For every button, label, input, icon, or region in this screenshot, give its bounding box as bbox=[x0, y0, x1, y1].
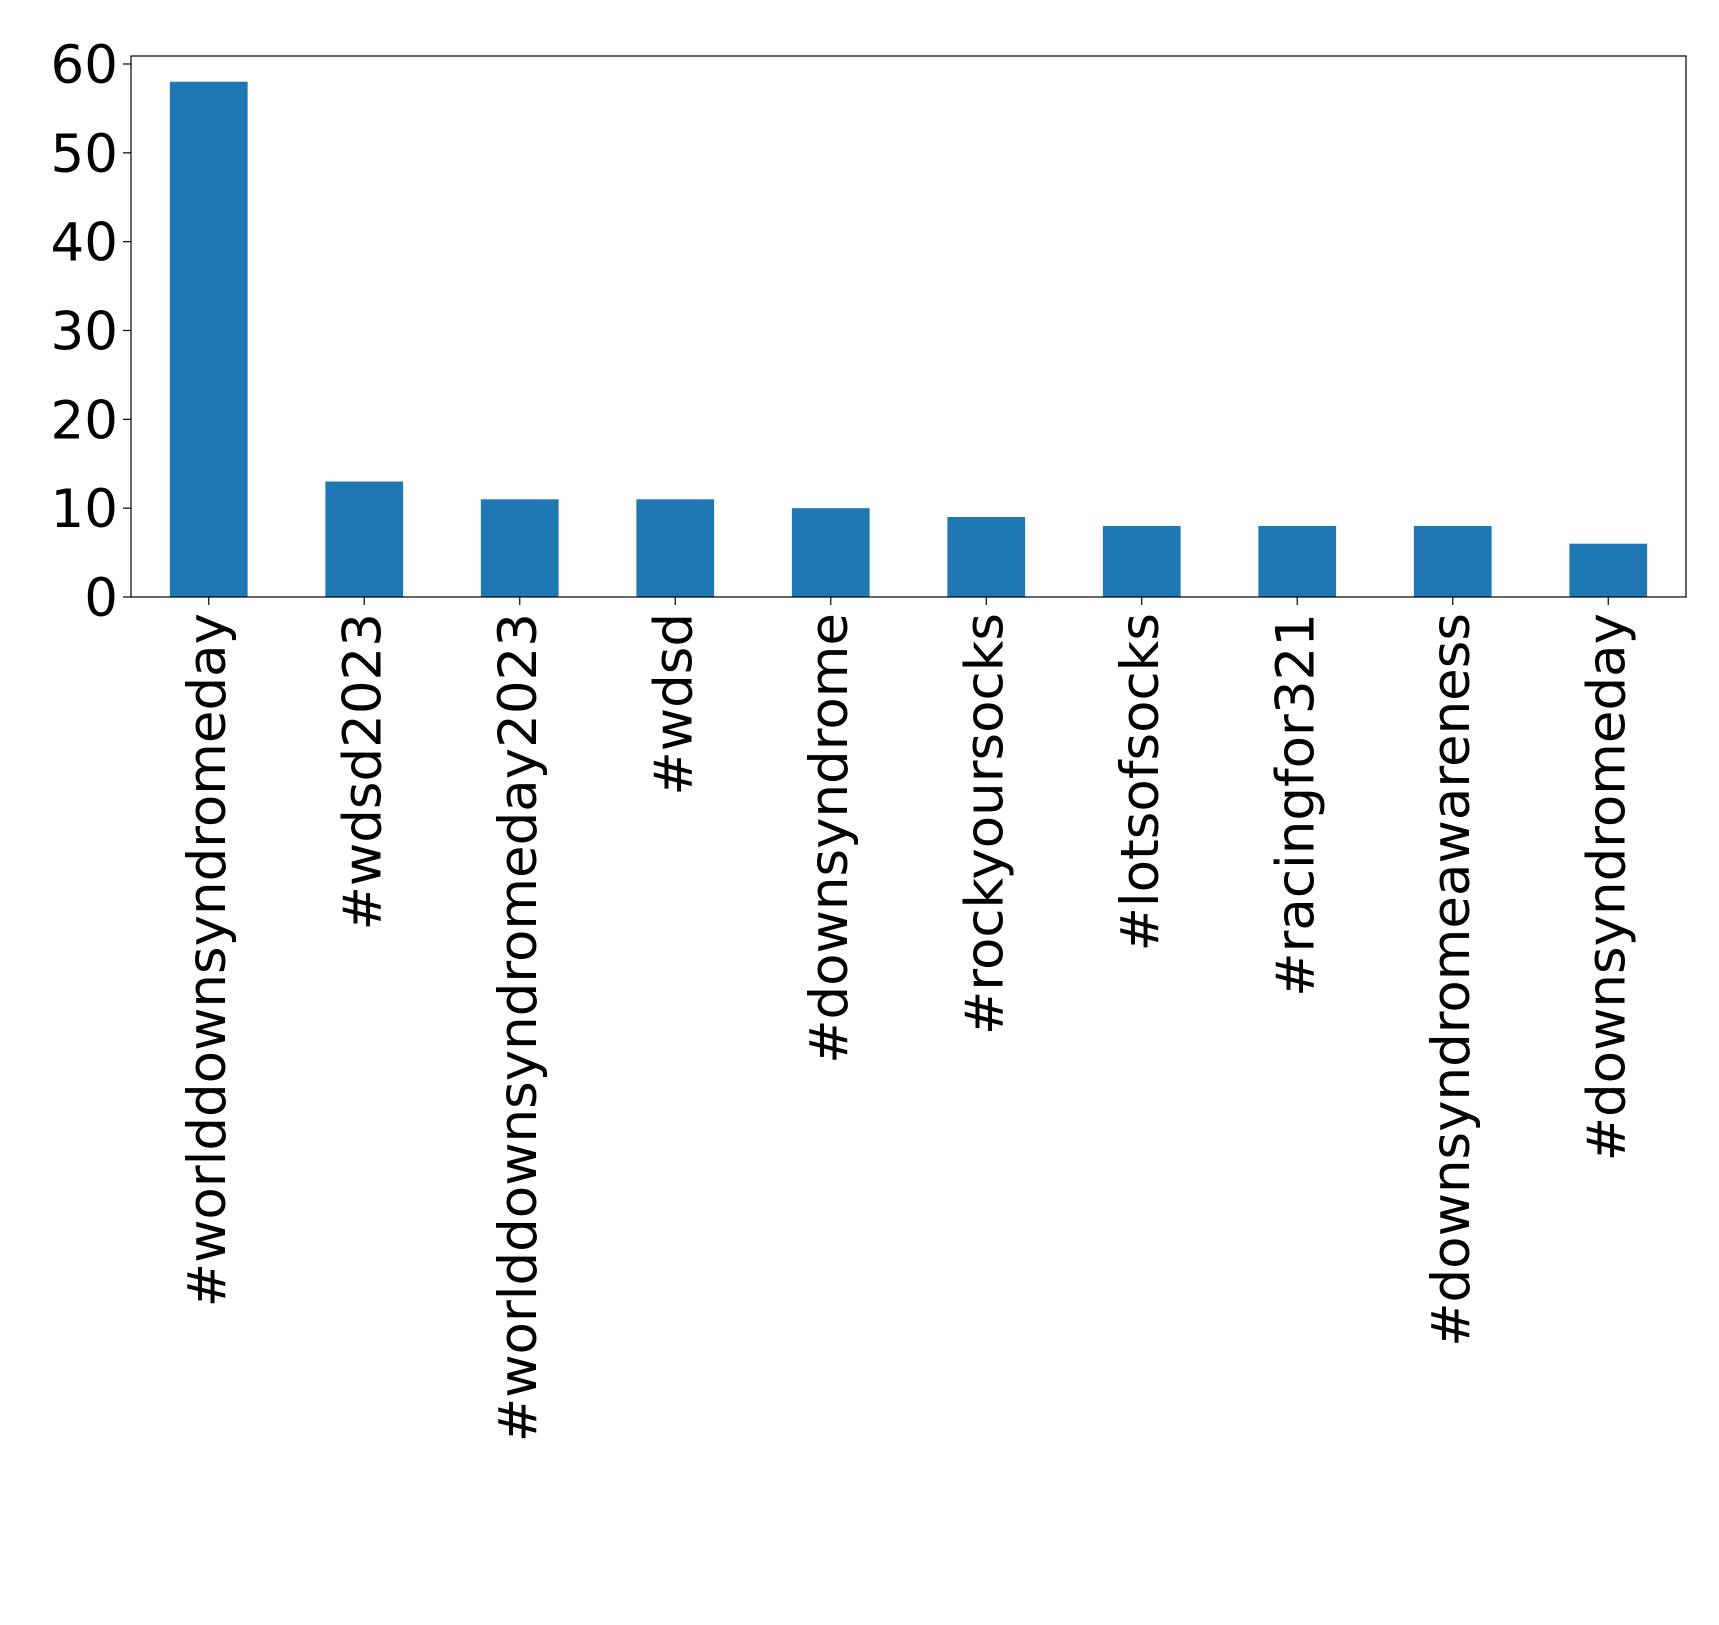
x-tick-label-2: #worlddownsyndromeday2023 bbox=[488, 613, 549, 1442]
x-tick-label-1: #wdsd2023 bbox=[332, 613, 393, 931]
bar-5 bbox=[947, 517, 1026, 597]
bar-1 bbox=[325, 481, 404, 597]
bars-group bbox=[169, 81, 1648, 597]
x-tick-label-9: #downsyndromeday bbox=[1576, 613, 1637, 1161]
y-tick-label-1: 10 bbox=[51, 479, 118, 540]
plot-frame bbox=[130, 55, 1687, 598]
bar-4 bbox=[791, 508, 870, 597]
x-tick-label-7: #racingfor321 bbox=[1265, 613, 1326, 997]
x-tick-label-5: #rockyoursocks bbox=[954, 613, 1015, 1035]
bar-3 bbox=[636, 499, 715, 597]
y-tick-label-5: 50 bbox=[51, 124, 118, 185]
x-axis: #worlddownsyndromeday #wdsd2023 #worlddown… bbox=[177, 597, 1637, 1442]
x-tick-label-3: #wdsd bbox=[643, 613, 704, 796]
y-tick-label-3: 30 bbox=[51, 301, 118, 362]
x-tick-label-0: #worlddownsyndromeday bbox=[177, 613, 238, 1307]
bar-9 bbox=[1569, 543, 1648, 597]
y-tick-label-2: 20 bbox=[51, 390, 118, 451]
bar-2 bbox=[480, 499, 559, 597]
bar-6 bbox=[1102, 525, 1181, 597]
x-tick-label-6: #lotsofsocks bbox=[1110, 613, 1171, 952]
bar-8 bbox=[1413, 525, 1492, 597]
x-tick-label-8: #downsyndromeawareness bbox=[1421, 613, 1482, 1347]
bar-7 bbox=[1258, 525, 1337, 597]
x-tick-label-4: #downsyndrome bbox=[799, 613, 860, 1064]
y-tick-label-4: 40 bbox=[51, 213, 118, 274]
y-axis: 0 10 20 30 40 50 60 bbox=[51, 35, 131, 629]
y-tick-label-0: 0 bbox=[84, 568, 118, 629]
y-tick-label-6: 60 bbox=[51, 35, 118, 96]
bar-0 bbox=[169, 81, 248, 597]
